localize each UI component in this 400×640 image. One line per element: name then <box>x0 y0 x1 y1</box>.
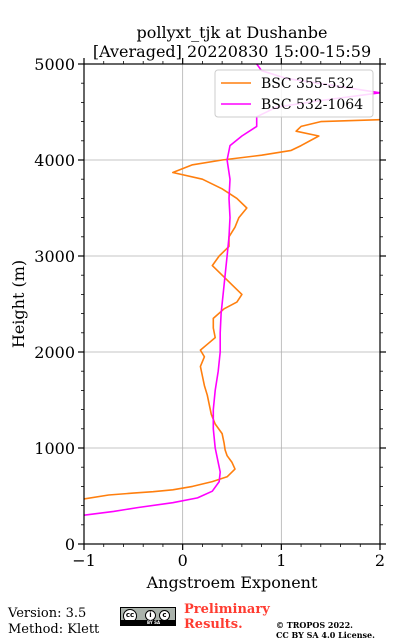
legend-label-bsc-355-532: BSC 355-532 <box>261 76 354 92</box>
cc-license-badge: cc i c BY SA <box>120 607 176 626</box>
cc-badge-strip: BY SA <box>121 620 175 625</box>
legend-box <box>214 69 374 118</box>
copyright-text: © TROPOS 2022. <box>276 620 353 630</box>
method-text: Method: Klett <box>8 622 100 637</box>
y-tick-label: 0 <box>65 535 75 554</box>
y-tick-label: 1000 <box>34 439 75 458</box>
version-text: Version: 3.5 <box>8 606 87 621</box>
chart: pollyxt_tjk at Dushanbe [Averaged] 20220… <box>9 23 386 592</box>
x-tick-label: 2 <box>375 551 385 570</box>
y-tick-labels: 0 1000 2000 3000 4000 5000 <box>34 55 75 554</box>
preliminary-line-2: Results. <box>184 617 243 632</box>
legend: BSC 355-532 BSC 532-1064 <box>214 69 374 118</box>
y-tick-label: 2000 <box>34 343 75 362</box>
x-axis-label: Angstroem Exponent <box>146 573 318 592</box>
preliminary-line-1: Preliminary <box>184 602 270 617</box>
license-info: © TROPOS 2022. CC BY SA 4.0 License. <box>276 620 375 640</box>
legend-label-bsc-532-1064: BSC 532-1064 <box>261 97 363 113</box>
y-tick-label: 5000 <box>34 55 75 74</box>
y-axis-label: Height (m) <box>9 260 28 348</box>
series-line-bsc-532-1064 <box>84 64 380 516</box>
x-tick-label: 0 <box>178 551 188 570</box>
chart-subtitle: [Averaged] 20220830 15:00-15:59 <box>93 42 371 61</box>
footer-info: Version: 3.5 Method: Klett <box>8 606 99 638</box>
x-tick-labels: −1 0 1 2 <box>72 551 385 570</box>
axis-ticks <box>78 58 386 550</box>
preliminary-notice: Preliminary Results. <box>184 602 270 632</box>
license-text: CC BY SA 4.0 License. <box>276 630 375 640</box>
chart-title: pollyxt_tjk at Dushanbe <box>136 23 327 42</box>
series-layer <box>84 64 380 516</box>
y-tick-label: 4000 <box>34 151 75 170</box>
x-tick-label: −1 <box>72 551 96 570</box>
y-tick-label: 3000 <box>34 247 75 266</box>
x-tick-label: 1 <box>276 551 286 570</box>
series-line-bsc-355-532 <box>84 118 380 500</box>
plot-frame <box>83 63 381 545</box>
